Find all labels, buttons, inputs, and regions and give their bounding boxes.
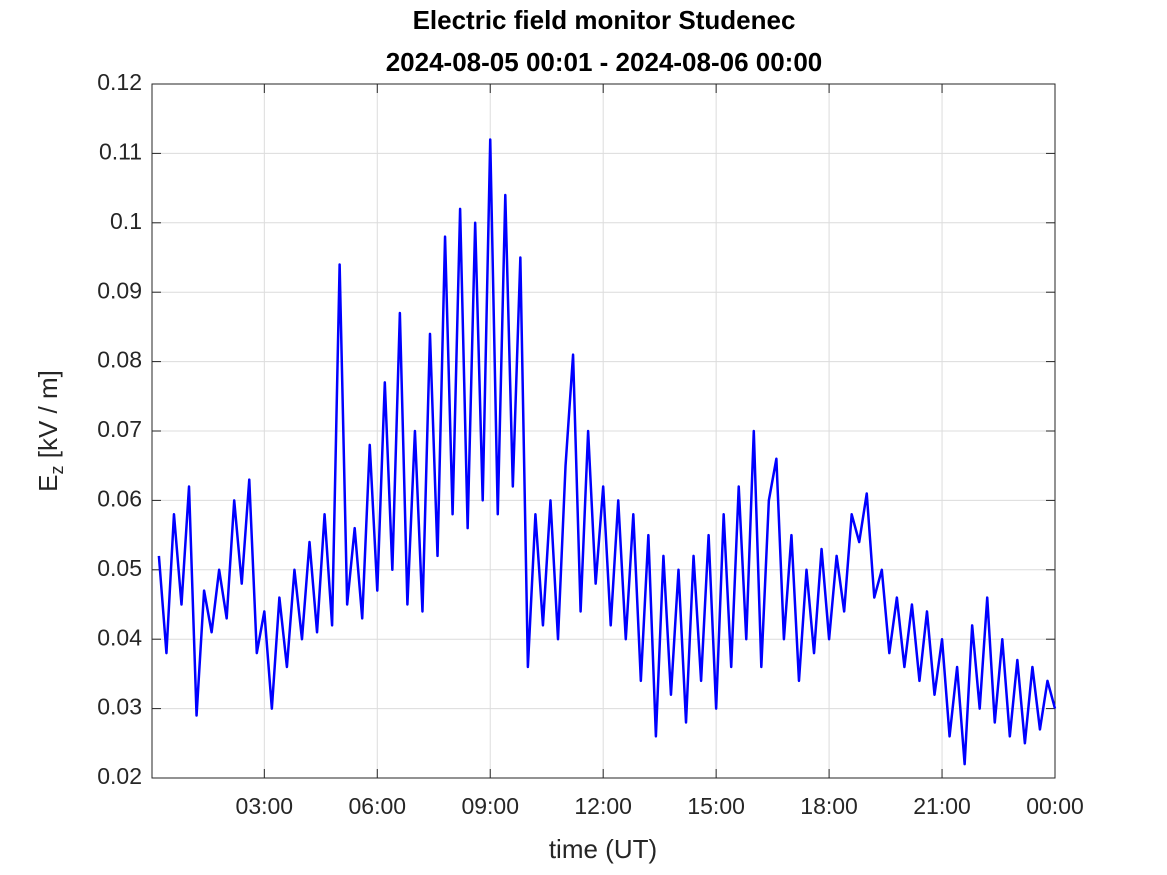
y-tick-label: 0.05 (97, 555, 142, 581)
x-tick-label: 03:00 (236, 793, 294, 819)
y-tick-label: 0.08 (97, 347, 142, 373)
y-tick-label: 0.07 (97, 416, 142, 442)
y-label-sub: z (47, 466, 67, 475)
y-tick-label: 0.03 (97, 694, 142, 720)
x-tick-label: 15:00 (687, 793, 745, 819)
y-label-base: E (33, 475, 63, 492)
x-axis-label: time (UT) (549, 834, 657, 864)
data-line (157, 138, 1057, 766)
y-tick-label: 0.02 (97, 763, 142, 789)
x-tick-label: 12:00 (574, 793, 632, 819)
y-label-rest: [kV / m] (33, 370, 63, 465)
y-tick-label: 0.04 (97, 624, 142, 650)
x-tick-label: 09:00 (461, 793, 519, 819)
x-tick-label: 21:00 (913, 793, 971, 819)
y-tick-label: 0.1 (110, 208, 142, 234)
y-tick-label: 0.12 (97, 69, 142, 95)
y-tick-label: 0.09 (97, 277, 142, 303)
chart-subtitle: 2024-08-05 00:01 - 2024-08-06 00:00 (386, 47, 823, 77)
x-tick-label: 00:00 (1026, 793, 1084, 819)
y-tick-label: 0.11 (99, 138, 142, 164)
x-tick-label: 06:00 (348, 793, 406, 819)
plot-frame (151, 83, 1056, 779)
x-tick-label: 18:00 (800, 793, 858, 819)
chart-title: Electric field monitor Studenec (413, 5, 796, 35)
y-tick-label: 0.06 (97, 485, 142, 511)
y-axis-label: Ez [kV / m] (33, 370, 67, 492)
